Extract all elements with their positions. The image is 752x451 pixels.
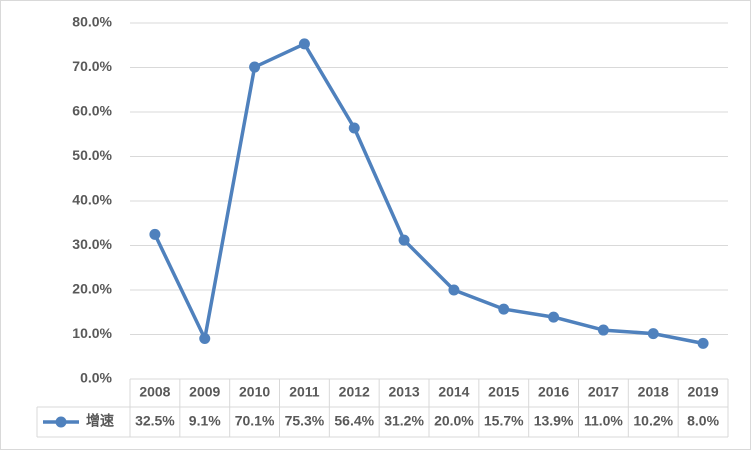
point xyxy=(199,333,211,345)
point xyxy=(697,337,709,349)
x-tick-label: 2016 xyxy=(538,384,569,400)
table-value: 20.0% xyxy=(434,413,474,429)
table-value: 70.1% xyxy=(235,413,275,429)
x-tick-label: 2008 xyxy=(139,384,170,400)
point xyxy=(597,324,609,336)
table-value: 13.9% xyxy=(534,413,574,429)
line xyxy=(153,42,704,346)
y-tick-label: 70.0% xyxy=(72,58,112,74)
table-value: 31.2% xyxy=(384,413,424,429)
x-tick-label: 2019 xyxy=(688,384,719,400)
y-tick-label: 50.0% xyxy=(72,147,112,163)
x-tick-label: 2010 xyxy=(239,384,270,400)
x-tick-label: 2015 xyxy=(488,384,519,400)
point xyxy=(348,122,360,134)
x-tick-label: 2017 xyxy=(588,384,619,400)
x-tick-label: 2018 xyxy=(638,384,669,400)
x-tick-label: 2009 xyxy=(189,384,220,400)
y-tick-label: 10.0% xyxy=(72,325,112,341)
x-tick-label: 2012 xyxy=(339,384,370,400)
y-tick-label: 60.0% xyxy=(72,103,112,119)
table-value: 15.7% xyxy=(484,413,524,429)
table-value: 8.0% xyxy=(687,413,719,429)
point xyxy=(548,311,560,323)
point xyxy=(398,234,410,246)
y-tick-label: 80.0% xyxy=(72,14,112,30)
point xyxy=(149,228,161,240)
table-value: 32.5% xyxy=(135,413,175,429)
table-value: 9.1% xyxy=(189,413,221,429)
y-tick-label: 30.0% xyxy=(72,236,112,252)
y-tick-label: 0.0% xyxy=(80,370,112,386)
point xyxy=(647,328,659,340)
table-value: 75.3% xyxy=(285,413,325,429)
x-tick-label: 2011 xyxy=(289,384,320,400)
point xyxy=(448,284,460,296)
y-tick-label: 20.0% xyxy=(72,281,112,297)
table-value: 10.2% xyxy=(633,413,673,429)
y-tick-label: 40.0% xyxy=(72,192,112,208)
point xyxy=(498,303,510,315)
point xyxy=(249,61,261,73)
table-value: 56.4% xyxy=(334,413,374,429)
x-tick-label: 2014 xyxy=(438,384,469,400)
point xyxy=(298,38,310,50)
table-value: 11.0% xyxy=(584,413,623,429)
legend-label: 增速 xyxy=(86,413,114,429)
x-tick-label: 2013 xyxy=(389,384,420,400)
legend-marker xyxy=(55,416,67,428)
